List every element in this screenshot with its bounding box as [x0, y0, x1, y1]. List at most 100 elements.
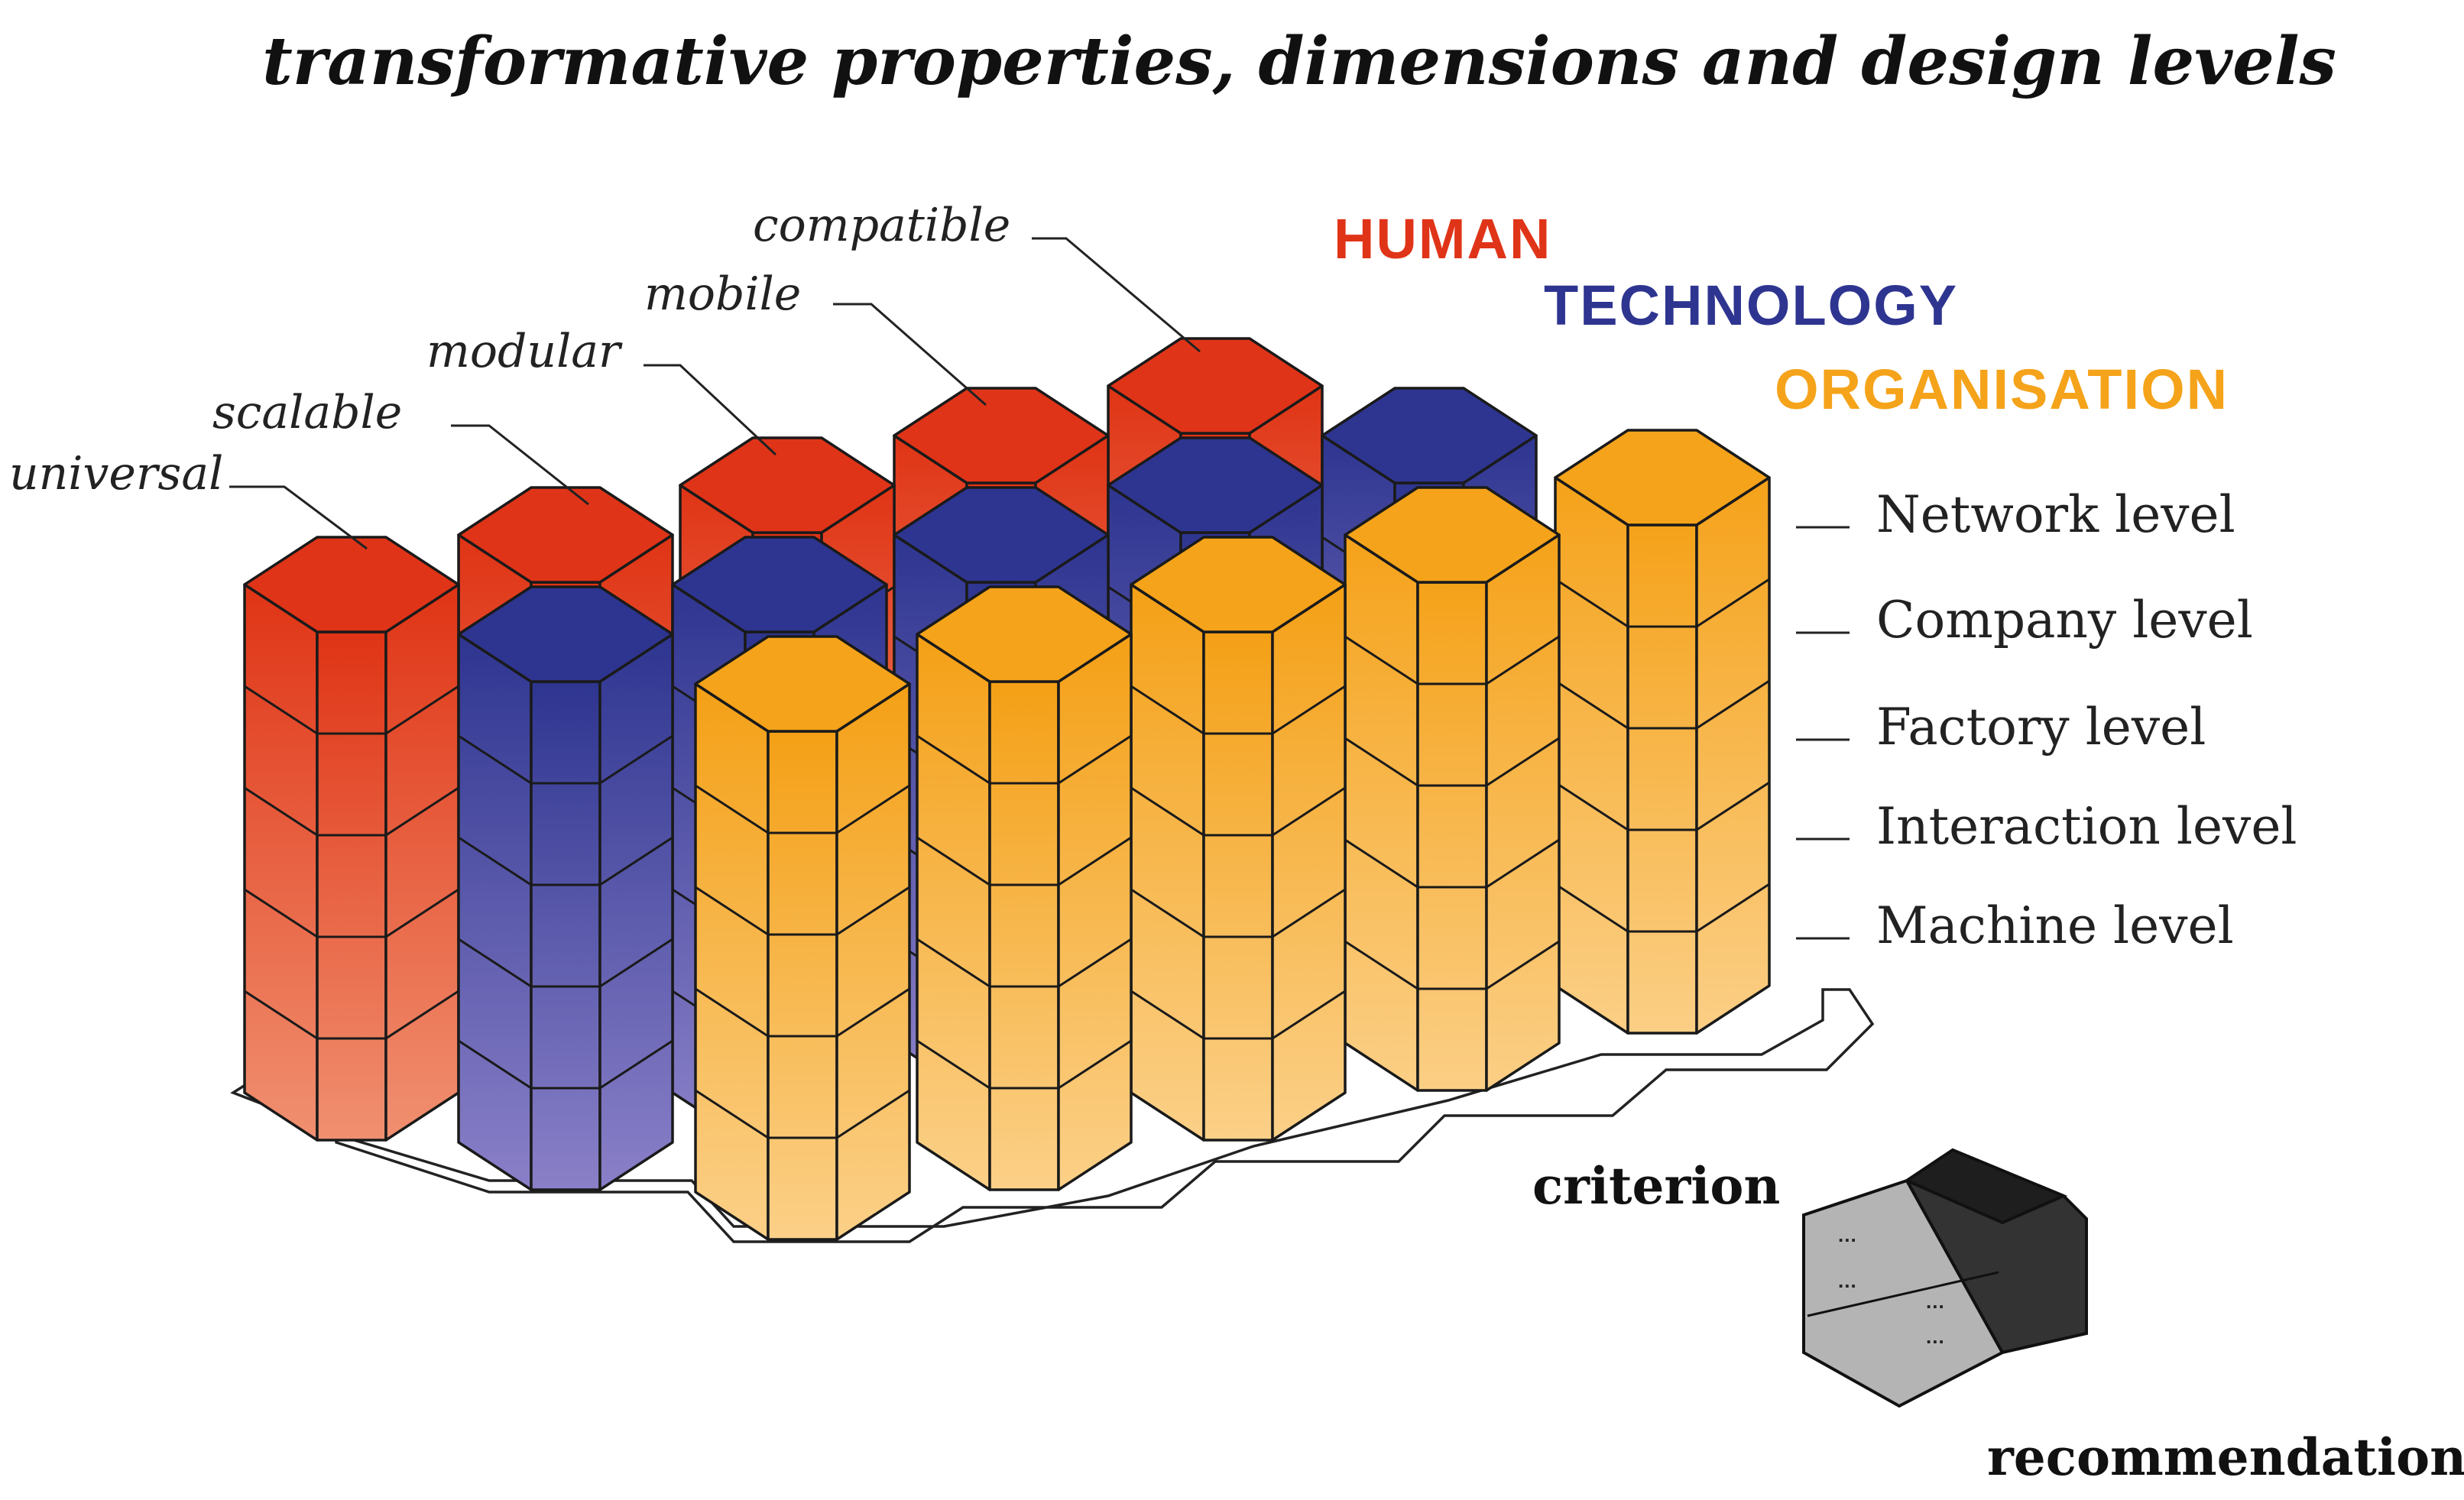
column-face-left-universal	[243, 583, 319, 1142]
level-line-b-front-2-1	[599, 734, 673, 785]
column-top-b-front-2	[457, 585, 674, 683]
property-label-modular: modular	[426, 325, 623, 378]
column-face-front-o-mid-2	[1202, 630, 1274, 1142]
column-face-right-o-front-1	[1057, 633, 1133, 1191]
level-line-o-mid-2-4	[1272, 990, 1346, 1040]
level-line-b-front-2-4	[458, 1039, 532, 1090]
level-line-b-front-2-3	[599, 938, 673, 988]
column-face-left-o-mid-2	[1130, 583, 1205, 1142]
level-line-o-front-1-4	[1058, 1039, 1132, 1090]
level-line-o-front-1-3	[1058, 938, 1132, 988]
column-face-right-o-back-1	[1695, 476, 1771, 1035]
level-label-interaction: Interaction level	[1876, 797, 2297, 856]
level-line-o-back-1-1	[1696, 578, 1770, 628]
level-line-universal-4	[385, 990, 459, 1040]
hexagon-column-block	[243, 337, 1771, 1241]
level-line-o-front-2-4	[695, 1089, 769, 1139]
level-line-b-front-2-2	[458, 836, 532, 886]
level-line-o-front-2-1	[836, 784, 910, 834]
column-face-right-o-front-2	[835, 682, 911, 1241]
level-line-b-front-2-4	[599, 1039, 673, 1090]
column-face-left-o-mid-1	[1344, 533, 1419, 1092]
level-line-o-mid-2-2	[1130, 786, 1204, 837]
column-top-universal	[243, 536, 460, 633]
level-line-universal-1	[385, 685, 459, 735]
property-label-scalable: scalable	[212, 386, 402, 439]
level-label-factory: Factory level	[1876, 698, 2206, 756]
level-line-o-back-1-1	[1555, 578, 1629, 628]
level-line-o-mid-2-4	[1130, 990, 1204, 1040]
level-line-o-mid-1-2	[1486, 737, 1560, 787]
column-top-modular	[679, 436, 896, 534]
level-line-o-back-1-3	[1555, 781, 1629, 831]
column-top-scalable	[457, 486, 674, 584]
level-line-o-back-1-4	[1555, 883, 1629, 933]
criterion-label: criterion	[1532, 1156, 1780, 1216]
level-leaders	[1796, 526, 1850, 940]
level-line-o-mid-1-3	[1344, 838, 1418, 889]
column-face-front-o-front-2	[767, 730, 838, 1241]
level-line-o-back-1-4	[1696, 883, 1770, 933]
column-face-front-b-front-2	[530, 680, 601, 1191]
column-face-front-o-back-1	[1626, 523, 1698, 1035]
level-line-o-back-1-2	[1696, 679, 1770, 730]
level-line-o-front-2-4	[836, 1089, 910, 1139]
level-label-machine: Machine level	[1876, 896, 2234, 955]
level-line-b-front-2-3	[458, 938, 532, 988]
level-line-o-front-2-2	[695, 886, 769, 936]
column-face-left-o-back-1	[1554, 476, 1629, 1035]
cube-dots-2: ...	[1838, 1269, 1857, 1292]
figure-title: transformative properties, dimensions an…	[262, 23, 2336, 100]
level-line-o-front-1-1	[916, 734, 990, 785]
column-face-front-o-front-1	[988, 680, 1060, 1191]
column-face-left-o-front-2	[694, 682, 770, 1241]
dimension-label-human: HUMAN	[1334, 207, 1551, 271]
level-line-o-front-2-1	[695, 784, 769, 834]
level-line-universal-2	[244, 786, 318, 837]
property-label-compatible: compatible	[753, 199, 1010, 252]
level-line-o-mid-1-4	[1344, 940, 1418, 990]
level-line-o-back-1-2	[1555, 679, 1629, 730]
column-top-b-front	[671, 536, 888, 633]
level-line-universal-3	[244, 888, 318, 938]
column-face-left-b-front-2	[457, 633, 533, 1191]
column-face-right-universal	[384, 583, 460, 1142]
column-top-compatible	[1107, 337, 1324, 435]
level-line-universal-1	[244, 685, 318, 735]
column-face-right-b-front-2	[598, 633, 674, 1191]
property-label-mobile: mobile	[644, 267, 801, 321]
level-line-o-front-2-3	[695, 987, 769, 1038]
level-line-o-mid-1-1	[1486, 635, 1560, 685]
column-face-left-o-front-1	[916, 633, 991, 1191]
column-face-front-universal	[316, 630, 387, 1142]
column-top-o-front-2	[694, 635, 911, 733]
level-line-o-front-1-3	[916, 938, 990, 988]
column-top-b-back	[1321, 387, 1538, 484]
column-top-o-mid-2	[1130, 536, 1347, 633]
level-line-o-front-1-2	[916, 836, 990, 886]
cube-dots-4: ...	[1926, 1325, 1945, 1348]
column-top-b-mid-1	[1107, 436, 1324, 534]
dimension-label-organisation: ORGANISATION	[1775, 358, 2229, 421]
column-top-o-front-1	[916, 585, 1133, 683]
cube-top-face	[1903, 1148, 2068, 1225]
cube-dots-3: ...	[1926, 1290, 1945, 1313]
level-line-o-front-2-3	[836, 987, 910, 1038]
criterion-legend-cube: ... ... ... ...	[1802, 1148, 2088, 1408]
column-face-right-o-mid-2	[1271, 583, 1347, 1142]
level-line-o-mid-2-1	[1130, 685, 1204, 735]
level-line-o-front-1-1	[1058, 734, 1132, 785]
level-line-o-mid-2-3	[1130, 888, 1204, 938]
dimension-label-technology: TECHNOLOGY	[1544, 274, 1958, 337]
level-line-b-front-2-1	[458, 734, 532, 785]
column-top-o-mid-1	[1344, 486, 1561, 584]
level-line-o-mid-1-4	[1486, 940, 1560, 990]
level-label-company: Company level	[1876, 591, 2253, 650]
level-line-o-mid-2-1	[1272, 685, 1346, 735]
level-line-o-mid-1-2	[1344, 737, 1418, 787]
cube-dots-1: ...	[1838, 1223, 1857, 1246]
recommendations-label: recommendations	[1987, 1427, 2464, 1487]
property-label-universal: universal	[9, 447, 223, 501]
level-line-universal-3	[385, 888, 459, 938]
